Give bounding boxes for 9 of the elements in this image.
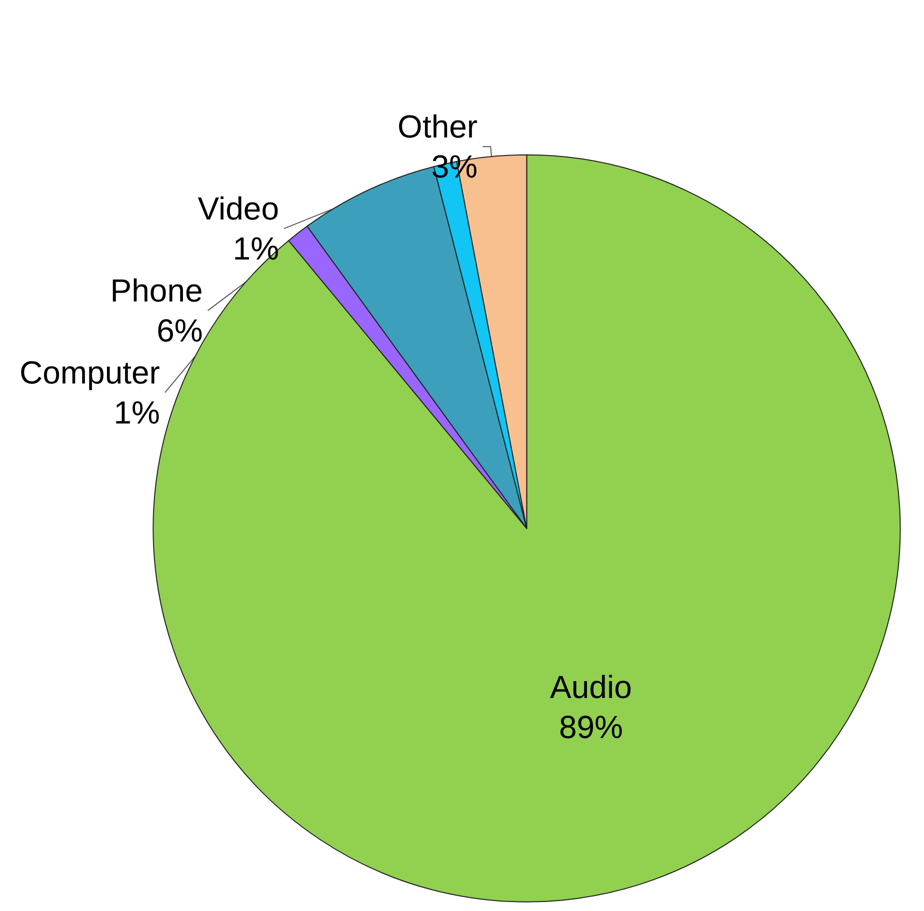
data-label: 6%	[156, 312, 203, 349]
data-label: 1%	[232, 230, 280, 267]
data-label: 89%	[558, 708, 623, 745]
slice-label: Computer	[19, 354, 160, 391]
slice-label: Phone	[110, 272, 203, 309]
slice-label: Video	[198, 190, 280, 227]
slice-label: Other	[398, 108, 478, 145]
slice-label: Audio	[550, 668, 632, 705]
data-label: 1%	[114, 394, 160, 431]
